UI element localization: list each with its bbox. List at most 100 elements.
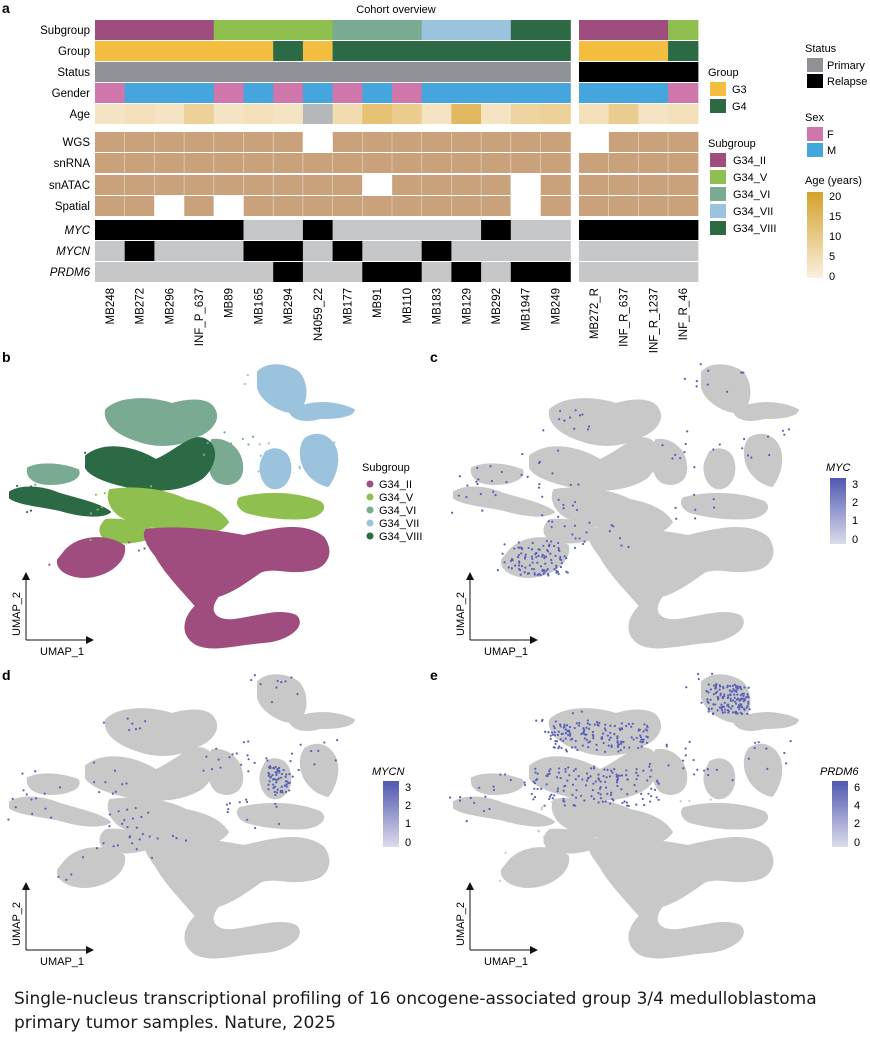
cell-snatac-17 [608, 175, 639, 195]
umap-y-arrow [466, 572, 474, 580]
umap-expr-point [733, 696, 736, 699]
cell-group-2 [154, 41, 185, 61]
cell-snatac-4 [213, 175, 245, 195]
umap-cluster-g34vi [548, 398, 661, 446]
umap-cell-point [50, 816, 53, 819]
umap-cluster-g34viii [9, 796, 111, 827]
umap-expr-point [524, 553, 527, 556]
umap-expr-point [546, 550, 550, 553]
umap-expr-point [567, 729, 571, 732]
umap-expr-point [553, 734, 557, 737]
cell-myc-18 [638, 220, 669, 240]
umap-cell-point [131, 842, 134, 845]
umap-expr-point [739, 694, 742, 697]
cell-prdm6-3 [184, 262, 215, 282]
umap-expr-point [275, 773, 278, 776]
umap-expr-point [616, 781, 619, 784]
cell-status-2 [154, 62, 185, 82]
legend-subgroup-g34ii-swatch [710, 153, 726, 167]
umap-cell-point [466, 484, 469, 487]
cell-subgroup-17 [608, 20, 639, 40]
umap-expr-point [599, 793, 602, 796]
cell-snatac-19 [668, 175, 699, 195]
umap-cell-point [98, 790, 101, 794]
umap-expr-point [591, 788, 594, 792]
umap-expr-point [639, 734, 642, 737]
umap-cell-point [765, 747, 768, 750]
umap-cell-point [583, 540, 586, 543]
umap-cell-point [121, 783, 124, 786]
umap-cell-point [509, 778, 512, 782]
umap-cell-point [313, 763, 316, 766]
umap-cell-point [336, 738, 339, 742]
umap-cell-point [688, 740, 691, 743]
umap-cell-point [274, 493, 277, 497]
umap-cell-point [296, 692, 299, 696]
umap-cell-point [578, 414, 582, 417]
umap-expr-point [625, 774, 628, 777]
umap-expr-point [284, 780, 288, 783]
umap-expr-point [718, 706, 721, 709]
umap-expr-point [714, 692, 717, 695]
cell-spatial-4 [213, 196, 245, 216]
umap-cell-point [267, 442, 271, 445]
umap-expr-point [615, 779, 619, 782]
umap-expr-point [743, 697, 746, 700]
umap-expr-point [280, 790, 284, 793]
cell-status-19 [668, 62, 699, 82]
umap-expr-point [630, 725, 633, 728]
umap-cell-point [648, 762, 652, 766]
cell-gender-14 [510, 83, 542, 103]
cell-spatial-14 [510, 196, 542, 216]
umap-expr-point [647, 792, 650, 795]
umap-cell-point [637, 746, 640, 750]
umap-expr-point [638, 728, 642, 731]
umap-cell-point [537, 486, 541, 489]
col-separator [362, 132, 363, 216]
umap-legend-g34vi-label: G34_VI [379, 505, 416, 517]
umap-expr-point [269, 765, 272, 768]
col-separator [124, 132, 125, 216]
umap-expr-point [620, 740, 623, 743]
column-label: INF_R_1237 [648, 288, 660, 353]
umap-expr-point [589, 767, 593, 770]
umap-expr-point [560, 561, 564, 565]
umap-cell-point [95, 847, 99, 850]
cell-myc-4 [213, 220, 245, 240]
umap-cell-point [684, 442, 687, 446]
umap-expr-point [616, 776, 619, 779]
umap-expr-point [534, 767, 537, 770]
legend-status-primary-swatch [807, 58, 823, 72]
umap-expr-point [592, 737, 595, 740]
umap-expr-point [620, 788, 623, 791]
umap-expr-point [524, 566, 527, 569]
umap-legend-title: Subgroup [362, 462, 410, 474]
cell-age-13 [481, 104, 512, 124]
umap-cell-point [494, 494, 497, 497]
umap-expr-point [563, 804, 566, 807]
umap-cell-point [697, 672, 700, 676]
umap-myc-panel: UMAP_1 UMAP_2 [451, 363, 799, 658]
umap-expr-point [598, 721, 601, 724]
cell-gender-9 [362, 83, 393, 103]
umap-expr-point [620, 774, 624, 777]
umap-subgroup-legend: Subgroup G34_II G34_V G34_VI G34_VII G34… [362, 462, 422, 543]
cell-group-13 [481, 41, 512, 61]
umap-expr-point [277, 777, 280, 780]
umap-cell-point [783, 433, 786, 436]
umap-expr-point [583, 737, 586, 740]
umap-expr-point [736, 693, 739, 696]
umap-expr-point [641, 741, 644, 744]
umap-expr-point [285, 785, 288, 788]
umap-expr-point [562, 799, 565, 803]
umap-expr-point [568, 725, 572, 729]
umap-cell-point [457, 494, 460, 497]
umap-cell-point [615, 854, 618, 857]
umap-cell-point [140, 815, 143, 819]
cell-subgroup-10 [392, 20, 423, 40]
umap-cell-point [499, 773, 502, 776]
cell-snrna-8 [332, 153, 363, 173]
row-separator [95, 82, 571, 83]
umap-cell-point [333, 441, 336, 444]
umap-expr-point [564, 767, 567, 771]
